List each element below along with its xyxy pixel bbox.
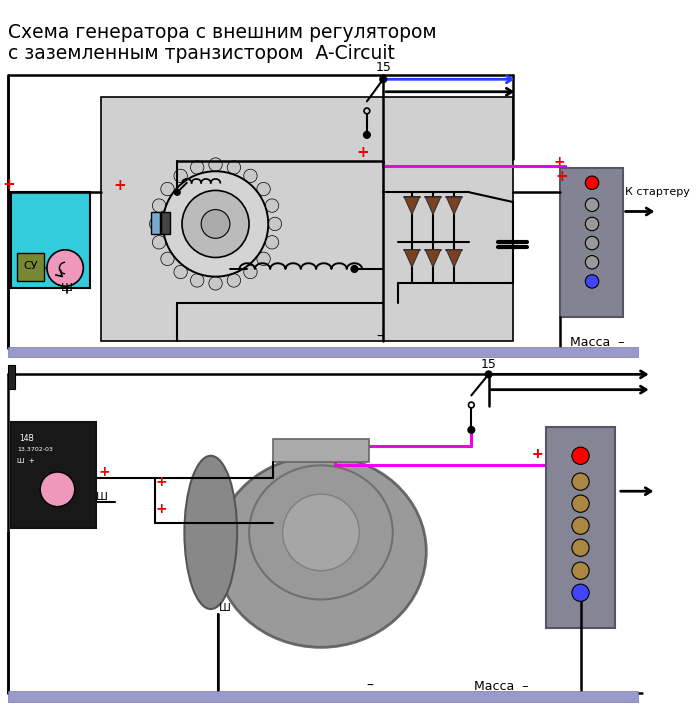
Circle shape xyxy=(191,161,204,174)
Text: Ш: Ш xyxy=(61,283,73,293)
Circle shape xyxy=(150,217,163,231)
Circle shape xyxy=(163,171,268,277)
Text: +: + xyxy=(2,178,15,193)
Circle shape xyxy=(209,158,222,171)
Circle shape xyxy=(244,169,257,183)
Text: Схема генератора с внешним регулятором: Схема генератора с внешним регулятором xyxy=(8,23,436,42)
Circle shape xyxy=(161,252,174,265)
Bar xyxy=(8,692,638,702)
Bar xyxy=(8,347,638,357)
Text: +: + xyxy=(532,446,544,461)
Circle shape xyxy=(485,371,492,377)
Bar xyxy=(17,252,44,281)
Circle shape xyxy=(585,255,599,269)
Circle shape xyxy=(351,265,358,273)
Circle shape xyxy=(244,265,257,279)
Circle shape xyxy=(265,199,278,212)
Circle shape xyxy=(227,274,241,287)
Circle shape xyxy=(209,277,222,290)
Text: +: + xyxy=(532,446,544,461)
Text: +: + xyxy=(113,178,126,193)
Circle shape xyxy=(174,169,187,183)
Circle shape xyxy=(585,176,599,190)
Text: Ш: Ш xyxy=(96,492,108,502)
Ellipse shape xyxy=(249,465,393,600)
Text: Масса  –: Масса – xyxy=(474,679,529,692)
Circle shape xyxy=(585,275,599,288)
Circle shape xyxy=(182,191,249,257)
Text: Ш  +: Ш + xyxy=(17,459,35,464)
Ellipse shape xyxy=(184,456,237,609)
Circle shape xyxy=(227,161,241,174)
Text: –: – xyxy=(366,679,373,692)
Circle shape xyxy=(152,199,166,212)
Circle shape xyxy=(257,252,270,265)
Text: +: + xyxy=(356,145,369,160)
Bar xyxy=(273,439,369,462)
Circle shape xyxy=(572,473,589,490)
Polygon shape xyxy=(446,197,461,214)
Text: 15: 15 xyxy=(481,357,496,370)
Circle shape xyxy=(257,183,270,196)
Text: Ш: Ш xyxy=(219,603,230,613)
Text: с заземленным транзистором  A-Circuit: с заземленным транзистором A-Circuit xyxy=(8,44,395,63)
Circle shape xyxy=(265,236,278,249)
Text: 13.3702-03: 13.3702-03 xyxy=(17,447,53,452)
Polygon shape xyxy=(446,249,461,267)
Text: Масса  –: Масса – xyxy=(570,336,624,349)
Circle shape xyxy=(468,426,475,434)
Bar xyxy=(12,193,90,288)
Bar xyxy=(8,365,15,389)
Text: +: + xyxy=(555,169,569,184)
Polygon shape xyxy=(425,249,441,267)
Circle shape xyxy=(47,249,84,286)
Circle shape xyxy=(572,447,589,464)
Circle shape xyxy=(191,274,204,287)
Polygon shape xyxy=(404,197,420,214)
Circle shape xyxy=(268,217,282,231)
Text: –: – xyxy=(376,330,383,344)
Circle shape xyxy=(572,517,589,534)
Circle shape xyxy=(572,539,589,557)
Circle shape xyxy=(363,132,370,138)
Text: +: + xyxy=(99,465,110,479)
Text: +: + xyxy=(554,155,565,170)
Circle shape xyxy=(572,584,589,601)
Circle shape xyxy=(174,265,187,279)
Polygon shape xyxy=(425,197,441,214)
Circle shape xyxy=(201,209,230,238)
Ellipse shape xyxy=(216,456,426,647)
Bar xyxy=(151,212,160,234)
Bar xyxy=(101,96,512,341)
Circle shape xyxy=(572,495,589,513)
Bar xyxy=(560,168,623,317)
Circle shape xyxy=(585,217,599,231)
Text: 14В: 14В xyxy=(19,434,34,444)
Bar xyxy=(12,422,96,528)
Circle shape xyxy=(585,198,599,211)
Bar xyxy=(546,427,615,628)
Ellipse shape xyxy=(283,494,359,571)
Circle shape xyxy=(161,183,174,196)
Bar xyxy=(161,212,170,234)
Text: 15: 15 xyxy=(375,60,391,73)
Text: СУ: СУ xyxy=(24,261,38,271)
Circle shape xyxy=(585,237,599,249)
Circle shape xyxy=(152,236,166,249)
Circle shape xyxy=(40,472,74,507)
Text: +: + xyxy=(155,475,167,490)
Circle shape xyxy=(380,76,386,83)
Text: +: + xyxy=(155,503,167,516)
Circle shape xyxy=(572,562,589,580)
Text: К стартеру: К стартеру xyxy=(624,187,690,197)
Circle shape xyxy=(175,190,180,196)
Polygon shape xyxy=(404,249,420,267)
